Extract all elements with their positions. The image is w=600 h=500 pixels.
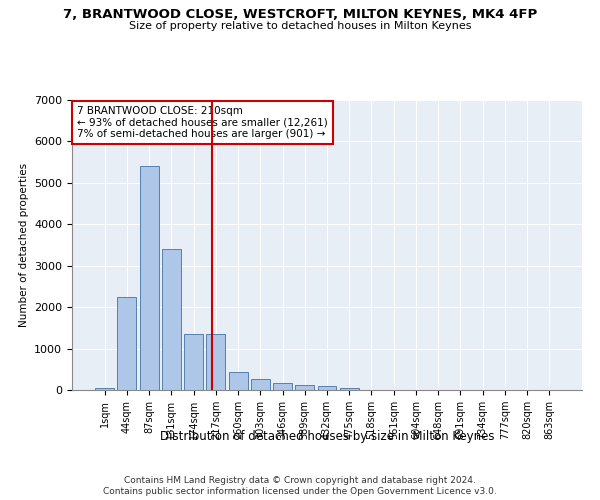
Text: 7, BRANTWOOD CLOSE, WESTCROFT, MILTON KEYNES, MK4 4FP: 7, BRANTWOOD CLOSE, WESTCROFT, MILTON KE… xyxy=(63,8,537,20)
Y-axis label: Number of detached properties: Number of detached properties xyxy=(19,163,29,327)
Bar xyxy=(317,386,337,390)
Bar xyxy=(295,384,314,390)
Bar xyxy=(340,388,359,390)
Bar xyxy=(229,372,248,390)
Bar xyxy=(251,379,270,390)
Bar xyxy=(95,388,114,390)
Bar xyxy=(118,297,136,390)
Text: Contains public sector information licensed under the Open Government Licence v3: Contains public sector information licen… xyxy=(103,488,497,496)
Text: Distribution of detached houses by size in Milton Keynes: Distribution of detached houses by size … xyxy=(160,430,494,443)
Bar xyxy=(184,334,203,390)
Bar xyxy=(206,334,225,390)
Bar xyxy=(140,166,158,390)
Text: Size of property relative to detached houses in Milton Keynes: Size of property relative to detached ho… xyxy=(129,21,471,31)
Text: Contains HM Land Registry data © Crown copyright and database right 2024.: Contains HM Land Registry data © Crown c… xyxy=(124,476,476,485)
Text: 7 BRANTWOOD CLOSE: 210sqm
← 93% of detached houses are smaller (12,261)
7% of se: 7 BRANTWOOD CLOSE: 210sqm ← 93% of detac… xyxy=(77,106,328,139)
Bar xyxy=(273,384,292,390)
Bar xyxy=(162,249,181,390)
